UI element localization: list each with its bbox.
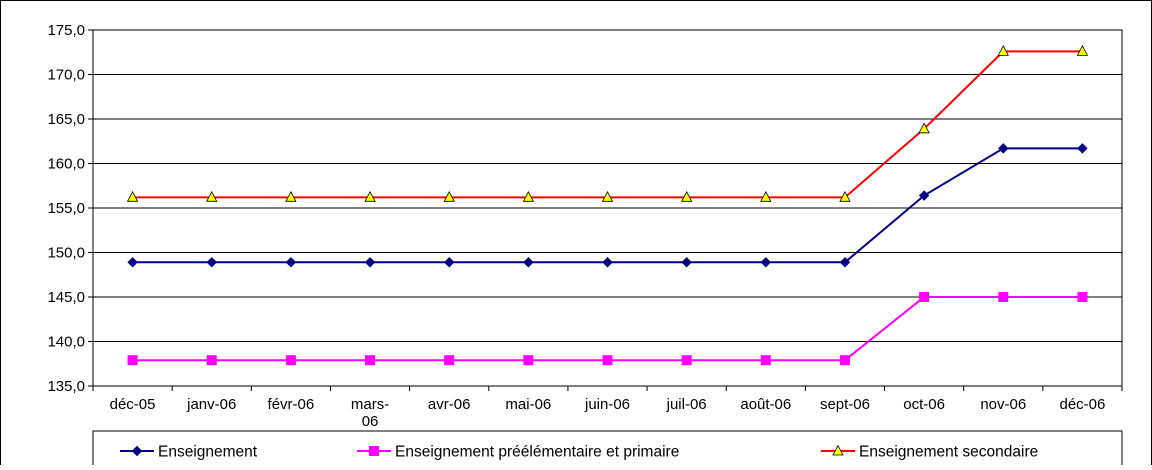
data-point [918,190,930,201]
x-tick-label: déc-05 [110,396,156,413]
data-point [443,190,455,202]
data-point [443,257,455,268]
data-point [285,355,296,366]
data-point [998,292,1009,302]
legend-box [92,430,1123,470]
legend-label: Enseignement secondaire [859,444,1038,461]
x-tick-label: juin-06 [584,396,630,413]
data-point [206,355,217,366]
y-tick-label: 170,0 [47,67,85,84]
legend-item: Enseignement préélémentaire et primaire [357,444,679,461]
gridlines [92,29,1123,387]
data-point [364,257,376,268]
x-tick-label: sept-06 [820,396,870,413]
data-point [522,190,535,202]
data-point [126,190,139,202]
series-3 [126,45,1089,202]
data-point [206,190,218,202]
data-point [127,257,138,268]
data-point [285,190,297,202]
legend-item: Enseignement [120,444,258,461]
data-point [364,190,376,202]
data-point [1076,45,1089,56]
legend-label: Enseignement [158,444,258,461]
data-point [680,190,693,202]
legend-swatch-marker [131,445,143,457]
data-point [365,355,376,366]
x-tick-label: déc-06 [1059,396,1105,413]
data-point [523,257,534,268]
x-tick-label: août-06 [740,396,791,413]
x-tick-label: févr-06 [268,396,315,413]
data-point [839,355,850,366]
y-tick-label: 155,0 [47,200,85,217]
data-point [1077,143,1088,154]
data-point [127,355,138,366]
legend-label: Enseignement préélémentaire et primaire [395,444,679,461]
series-layer [126,45,1089,366]
data-point [760,257,772,268]
data-point [602,257,613,268]
y-tick-label: 150,0 [47,245,85,262]
data-point [760,355,771,366]
x-tick-label: mai-06 [505,396,551,413]
x-tick-label: mars-06 [351,396,389,430]
data-point [523,355,534,366]
legend-swatch-marker [832,444,844,456]
data-point [997,45,1009,56]
x-tick-label: janv-06 [186,396,236,413]
data-point [681,257,692,268]
data-point [998,143,1009,154]
y-tick-label: 165,0 [47,111,85,128]
x-tick-label: avr-06 [428,396,471,413]
y-tick-label: 175,0 [47,22,85,39]
y-tick-label: 135,0 [47,378,85,395]
x-tick-label: nov-06 [980,396,1026,413]
x-tick-label: juil-06 [666,396,707,413]
axes: 135,0 140,0 145,0 150,0 155,0 160,0 165,0 170,0… [47,22,1123,430]
y-tick-label: 140,0 [47,334,85,351]
data-point [1077,292,1088,302]
data-point [601,190,614,202]
legend: Enseignement Enseignement préélémentaire … [92,430,1123,470]
data-point [919,292,930,302]
data-point [206,257,217,268]
data-point [602,355,613,366]
x-tick-label: oct-06 [903,396,945,413]
legend-item: Enseignement secondaire [821,444,1038,461]
data-point [681,355,692,366]
y-tick-label: 145,0 [47,289,85,306]
legend-swatch-marker [369,446,379,456]
data-point [839,190,851,202]
data-point [760,190,772,202]
data-point [444,355,455,366]
y-tick-label: 160,0 [47,156,85,173]
data-point [839,257,851,268]
data-point [285,257,297,268]
series-1 [127,143,1088,268]
series-2 [127,292,1088,366]
data-point [918,122,930,134]
